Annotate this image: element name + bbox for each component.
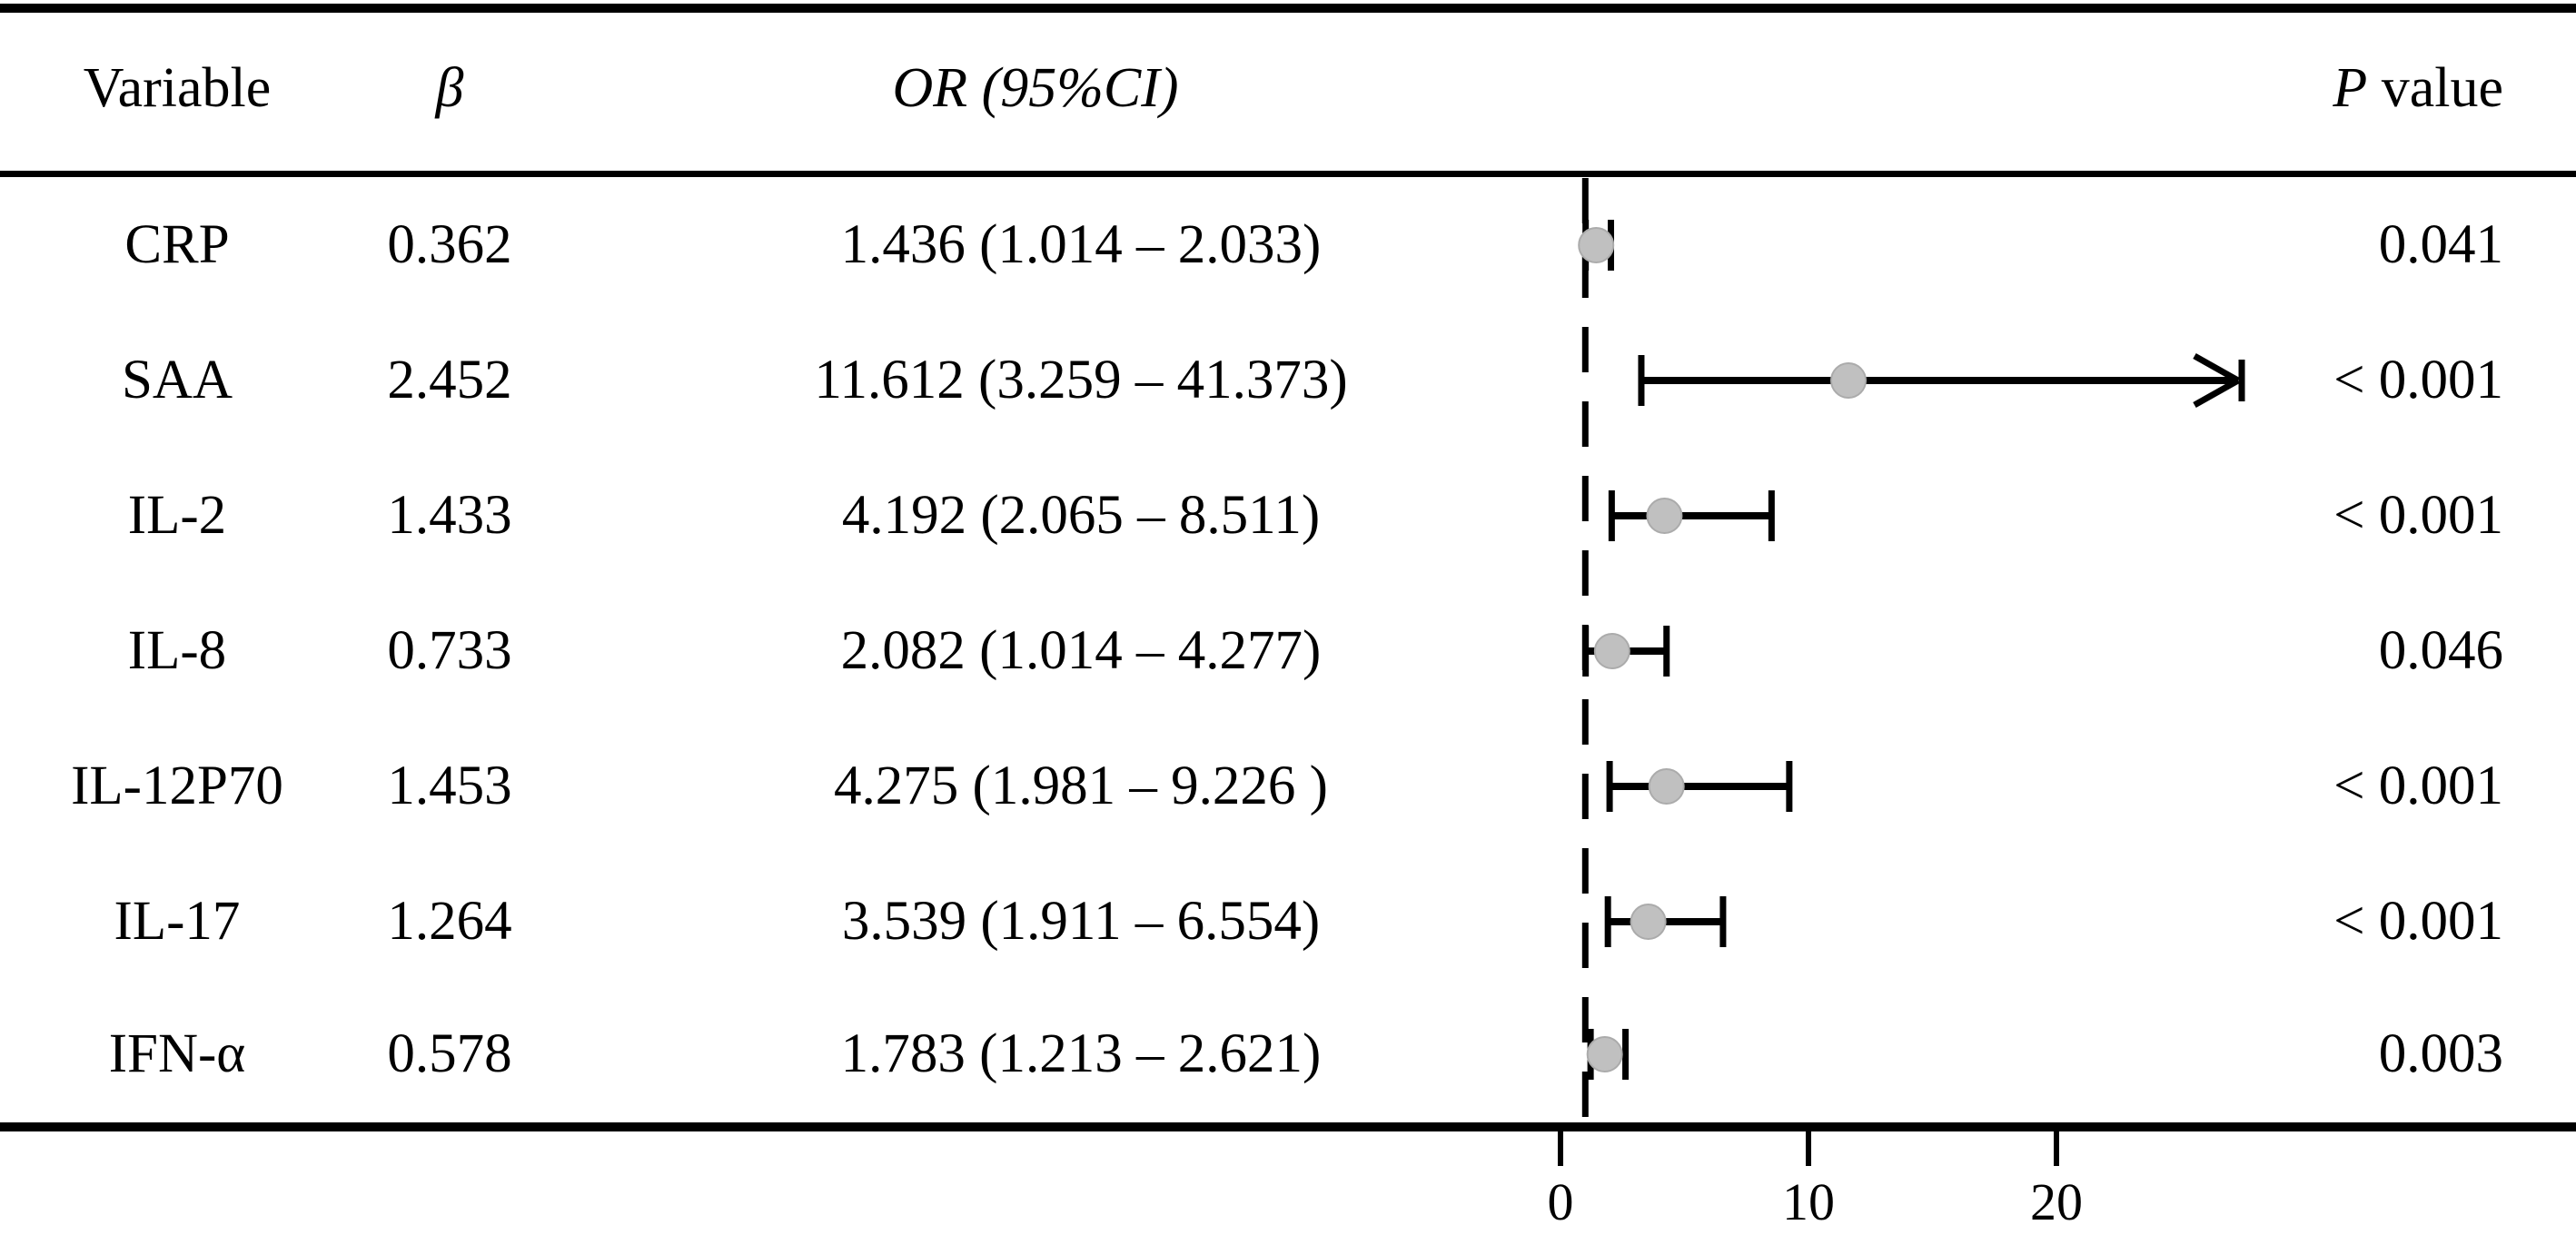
- ci-arrowhead-upper: [2193, 352, 2240, 384]
- row-p-value: < 0.001: [2333, 485, 2503, 546]
- header-variable-label: Variable: [83, 57, 272, 119]
- row-beta: 1.264: [387, 891, 512, 952]
- row-or-ci: 3.539 (1.911 – 6.554): [841, 891, 1321, 952]
- row-variable: IL-2: [127, 485, 227, 546]
- row-beta: 0.362: [387, 214, 512, 275]
- row-variable: IL-17: [114, 891, 241, 952]
- row-or-ci: 4.192 (2.065 – 8.511): [841, 485, 1321, 546]
- row-beta: 0.578: [387, 1023, 512, 1084]
- or-marker-IL-8: [1593, 633, 1630, 669]
- or-marker-IFN-α: [1586, 1036, 1623, 1072]
- axis-line: [0, 1122, 2576, 1131]
- header-separator-rule: [0, 171, 2576, 177]
- row-beta: 1.433: [387, 485, 512, 546]
- row-beta: 1.453: [387, 756, 512, 816]
- header-beta: β: [300, 23, 599, 154]
- row-p-value: < 0.001: [2333, 891, 2503, 952]
- x-tick-label: 20: [2030, 1171, 2083, 1231]
- ci-arrowhead-lower: [2193, 377, 2240, 409]
- header-p-rest: value: [2367, 57, 2503, 119]
- or-marker-IL-12P70: [1648, 768, 1685, 805]
- row-variable: SAA: [121, 350, 233, 410]
- row-p-value: < 0.001: [2333, 350, 2503, 410]
- row-p-value: < 0.001: [2333, 756, 2503, 816]
- x-tick-label: 0: [1547, 1171, 1574, 1231]
- top-rule: [0, 4, 2576, 13]
- or-marker-IL-17: [1630, 904, 1667, 940]
- header-p-italic: P: [2333, 57, 2368, 119]
- row-p-value: 0.046: [2378, 620, 2503, 681]
- row-or-ci: 1.783 (1.213 – 2.621): [840, 1023, 1322, 1084]
- or-marker-IL-2: [1646, 498, 1683, 534]
- row-variable: IL-8: [127, 620, 227, 681]
- row-or-ci: 11.612 (3.259 – 41.373): [814, 350, 1348, 410]
- header-or-ci-label: OR (95%CI): [892, 57, 1179, 119]
- row-p-value: 0.003: [2378, 1023, 2503, 1084]
- header-variable: Variable: [0, 23, 354, 154]
- header-beta-label: β: [435, 57, 464, 119]
- row-variable: CRP: [124, 214, 230, 275]
- or-marker-CRP: [1578, 227, 1615, 263]
- header-or-ci: OR (95%CI): [590, 23, 1481, 154]
- or-marker-SAA: [1830, 362, 1868, 399]
- x-tick-label: 10: [1782, 1171, 1835, 1231]
- row-variable: IL-12P70: [71, 756, 283, 816]
- row-beta: 0.733: [387, 620, 512, 681]
- row-beta: 2.452: [387, 350, 512, 410]
- row-or-ci: 4.275 (1.981 – 9.226 ): [834, 756, 1328, 816]
- row-variable: IFN-α: [108, 1023, 246, 1084]
- row-or-ci: 1.436 (1.014 – 2.033): [840, 214, 1322, 275]
- row-p-value: 0.041: [2378, 214, 2503, 275]
- header-p-value: P value: [2071, 23, 2503, 154]
- row-or-ci: 2.082 (1.014 – 4.277): [840, 620, 1322, 681]
